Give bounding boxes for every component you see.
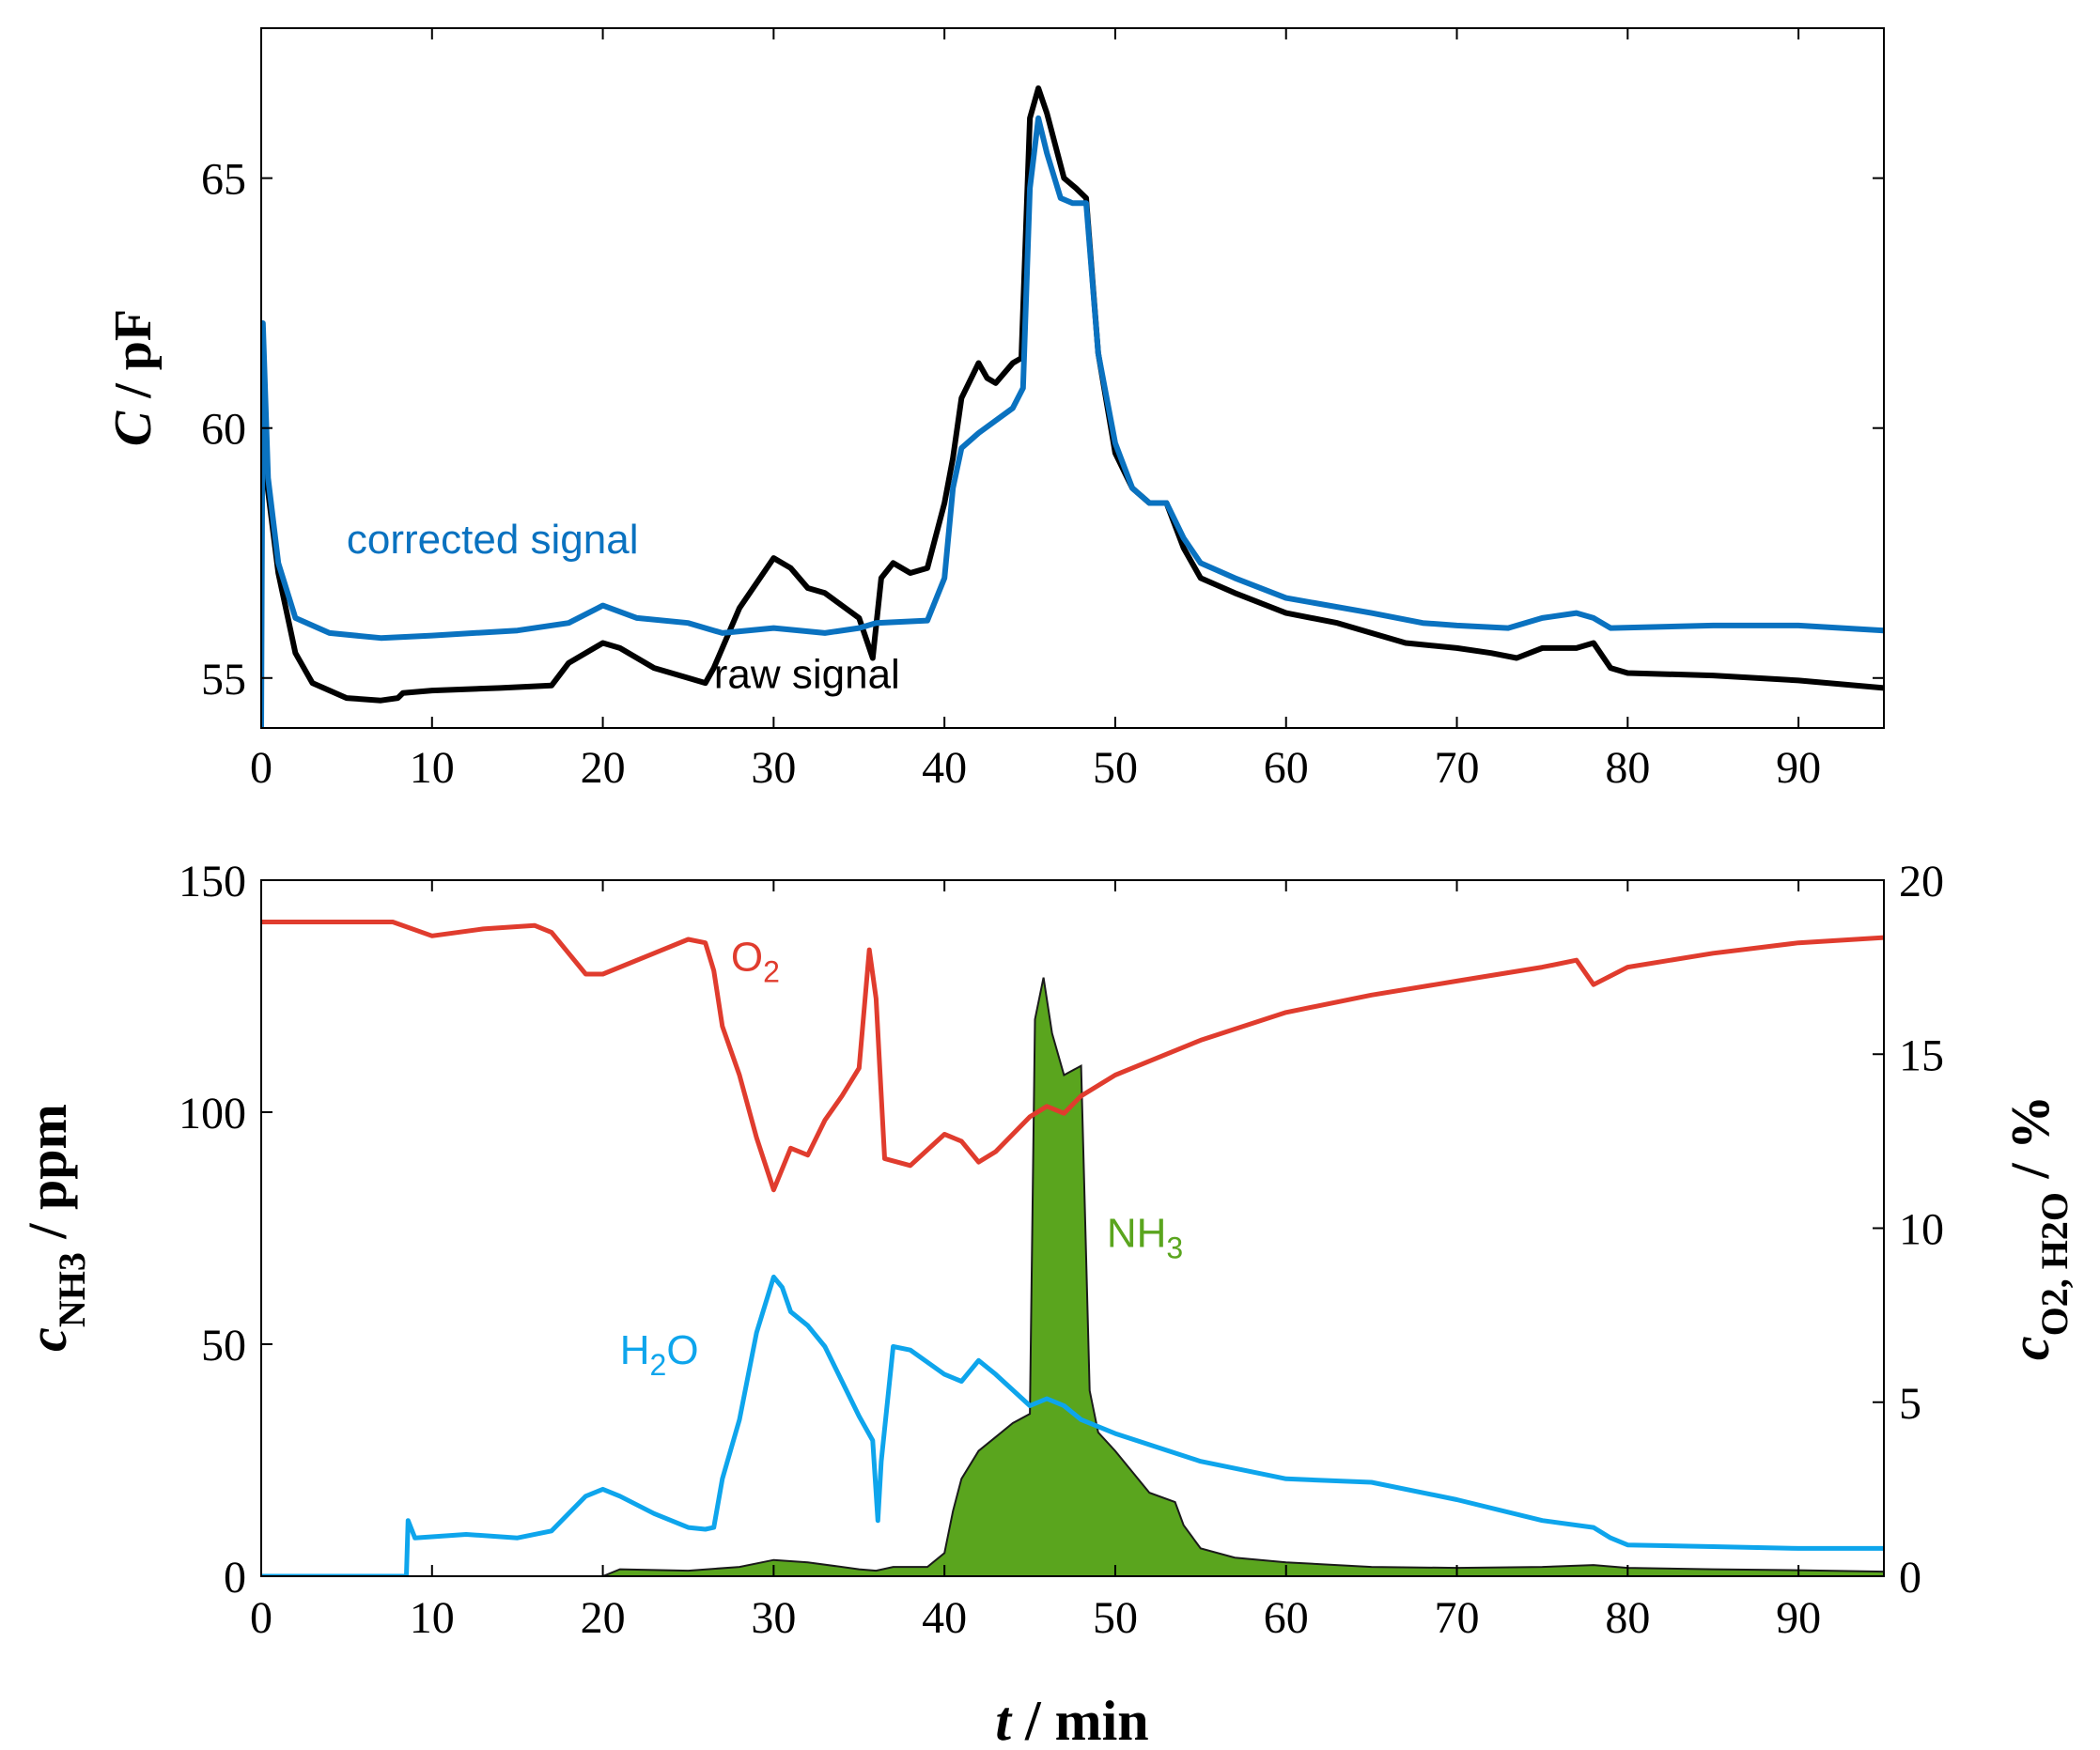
top-x-tick-label: 80 <box>1605 743 1650 793</box>
top-y-axis-label: C / pF <box>104 309 163 446</box>
bottom-x-tick-label: 50 <box>1093 1593 1138 1643</box>
top-x-tick-label: 90 <box>1776 743 1821 793</box>
nh3-annotation: NH3 <box>1107 1210 1183 1264</box>
right-y-tick-label: 15 <box>1899 1030 1944 1080</box>
left-y-axis-label-unit: / ppm <box>17 1104 78 1252</box>
top-x-tick-label: 70 <box>1435 743 1480 793</box>
o2-annotation-main: O <box>731 934 763 980</box>
o2-annotation-sub: 2 <box>763 954 780 988</box>
top-y-tick-label: 55 <box>201 655 246 705</box>
top-x-tick-label: 20 <box>581 743 626 793</box>
bottom-x-tick-label: 0 <box>250 1593 272 1643</box>
top-y-axis-label-unit: / pF <box>104 309 163 411</box>
x-axis-label-italic: t <box>995 1690 1013 1750</box>
left-y-axis-label: cNH3 / ppm <box>17 1104 93 1352</box>
nh3-area <box>261 977 1884 1576</box>
left-y-tick-label: 100 <box>179 1089 246 1138</box>
nh3-annotation-sub: 3 <box>1166 1231 1183 1264</box>
right-y-tick-label: 5 <box>1899 1379 1921 1429</box>
left-y-tick-label: 150 <box>179 857 246 906</box>
bottom-series-layer <box>261 920 1884 1576</box>
bottom-ticks-layer: 0 10 20 30 40 50 60 70 80 90 0 50 100 150 0 5 10 15 20 <box>179 857 1944 1643</box>
right-y-tick-label: 10 <box>1899 1205 1944 1255</box>
bottom-x-tick-label: 70 <box>1435 1593 1480 1643</box>
top-annotation-raw-signal: raw signal <box>714 651 900 697</box>
right-y-axis-label-unit: / % <box>1999 1095 2061 1192</box>
top-ticks-layer: 0 10 20 30 40 50 60 70 80 90 55 60 65 <box>201 28 1884 793</box>
right-y-axis-label-sub: O2, H2O <box>2033 1192 2076 1336</box>
top-panel: 0 10 20 30 40 50 60 70 80 90 55 60 65 corrected sign… <box>104 27 1885 793</box>
top-y-tick-label: 60 <box>201 405 246 455</box>
top-x-tick-label: 40 <box>922 743 967 793</box>
bottom-x-tick-label: 30 <box>751 1593 796 1643</box>
bottom-x-tick-label: 90 <box>1776 1593 1821 1643</box>
bottom-x-tick-label: 10 <box>410 1593 455 1643</box>
x-axis-label-unit: / min <box>1011 1690 1149 1750</box>
top-series-layer <box>261 85 1884 728</box>
top-y-axis-label-italic: C <box>104 410 163 446</box>
top-plot-frame <box>260 27 1885 729</box>
x-axis-label: t / min <box>995 1690 1148 1750</box>
right-y-tick-label: 0 <box>1899 1553 1921 1603</box>
top-x-tick-label: 0 <box>250 743 272 793</box>
right-y-axis-label-italic: c <box>1999 1336 2061 1360</box>
bottom-x-tick-label: 20 <box>581 1593 626 1643</box>
o2-annotation: O2 <box>731 934 780 988</box>
left-y-tick-label: 0 <box>224 1553 246 1603</box>
corrected-signal-line <box>261 115 1884 728</box>
left-y-axis-label-sub: NH3 <box>51 1252 93 1327</box>
nh3-annotation-main: NH <box>1107 1210 1167 1256</box>
right-y-axis-label: cO2, H2O / % <box>1999 1095 2076 1360</box>
raw-signal-line <box>261 85 1884 704</box>
h2o-annotation: H2O <box>620 1327 699 1382</box>
top-y-tick-label: 65 <box>201 155 246 205</box>
left-y-axis-label-italic: c <box>17 1327 78 1352</box>
bottom-x-tick-label: 60 <box>1264 1593 1309 1643</box>
top-x-tick-label: 10 <box>410 743 455 793</box>
h2o-annotation-main: H <box>620 1327 650 1373</box>
top-x-tick-label: 60 <box>1264 743 1309 793</box>
bottom-x-tick-label: 40 <box>922 1593 967 1643</box>
right-y-tick-label: 20 <box>1899 857 1944 906</box>
top-x-tick-label: 30 <box>751 743 796 793</box>
o2-line <box>261 920 1884 1193</box>
h2o-annotation-sub: 2 <box>650 1348 667 1382</box>
bottom-x-tick-label: 80 <box>1605 1593 1650 1643</box>
top-x-tick-label: 50 <box>1093 743 1138 793</box>
h2o-line <box>261 1274 1884 1576</box>
left-y-tick-label: 50 <box>201 1321 246 1371</box>
top-annotation-corrected-signal: corrected signal <box>347 517 639 563</box>
h2o-annotation-tail: O <box>666 1327 698 1373</box>
